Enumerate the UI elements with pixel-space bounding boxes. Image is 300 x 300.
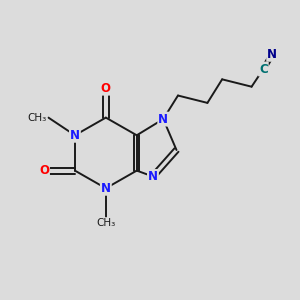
Text: N: N [148, 170, 158, 183]
Text: C: C [259, 62, 268, 76]
Text: CH₃: CH₃ [96, 218, 116, 228]
Text: O: O [39, 164, 49, 177]
Text: N: N [101, 182, 111, 195]
Text: O: O [101, 82, 111, 95]
Text: CH₃: CH₃ [28, 112, 47, 123]
Text: N: N [267, 48, 277, 61]
Text: N: N [158, 112, 168, 126]
Text: N: N [70, 129, 80, 142]
